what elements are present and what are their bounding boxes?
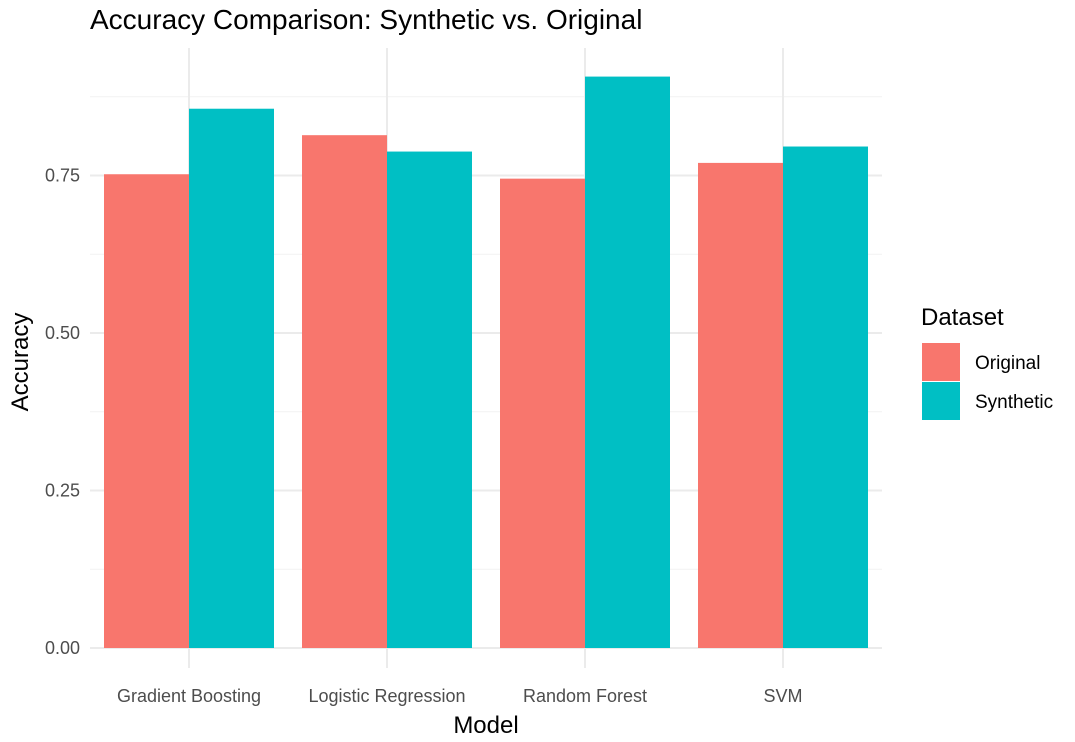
bar-synthetic-random-forest xyxy=(585,77,670,648)
legend-key-original xyxy=(922,343,960,381)
y-axis-ticks: 0.00 0.25 0.50 0.75 xyxy=(45,166,80,659)
y-tick-label: 0.75 xyxy=(45,166,80,186)
legend-key-synthetic xyxy=(922,382,960,420)
bar-synthetic-svm xyxy=(783,147,868,648)
x-axis-title: Model xyxy=(453,712,518,739)
bar-original-svm xyxy=(698,163,783,648)
bar-original-logistic-regression xyxy=(302,135,387,648)
bars xyxy=(104,77,868,648)
x-axis-ticks: Gradient Boosting Logistic Regression Rand… xyxy=(117,686,803,706)
x-tick-label: SVM xyxy=(763,686,802,706)
bar-original-random-forest xyxy=(500,179,585,648)
y-axis-title: Accuracy xyxy=(7,313,34,412)
bar-synthetic-logistic-regression xyxy=(387,152,472,648)
y-tick-label: 0.25 xyxy=(45,481,80,501)
bar-synthetic-gradient-boosting xyxy=(189,109,274,648)
x-tick-label: Logistic Regression xyxy=(308,686,465,706)
x-tick-label: Gradient Boosting xyxy=(117,686,261,706)
y-tick-label: 0.00 xyxy=(45,638,80,658)
legend-label-synthetic: Synthetic xyxy=(975,392,1053,413)
bar-original-gradient-boosting xyxy=(104,174,189,648)
legend: Dataset Original Synthetic xyxy=(921,304,1053,420)
legend-label-original: Original xyxy=(975,353,1040,374)
x-tick-label: Random Forest xyxy=(523,686,647,706)
y-tick-label: 0.50 xyxy=(45,323,80,343)
chart-title: Accuracy Comparison: Synthetic vs. Origi… xyxy=(90,4,642,35)
legend-title: Dataset xyxy=(921,304,1004,331)
